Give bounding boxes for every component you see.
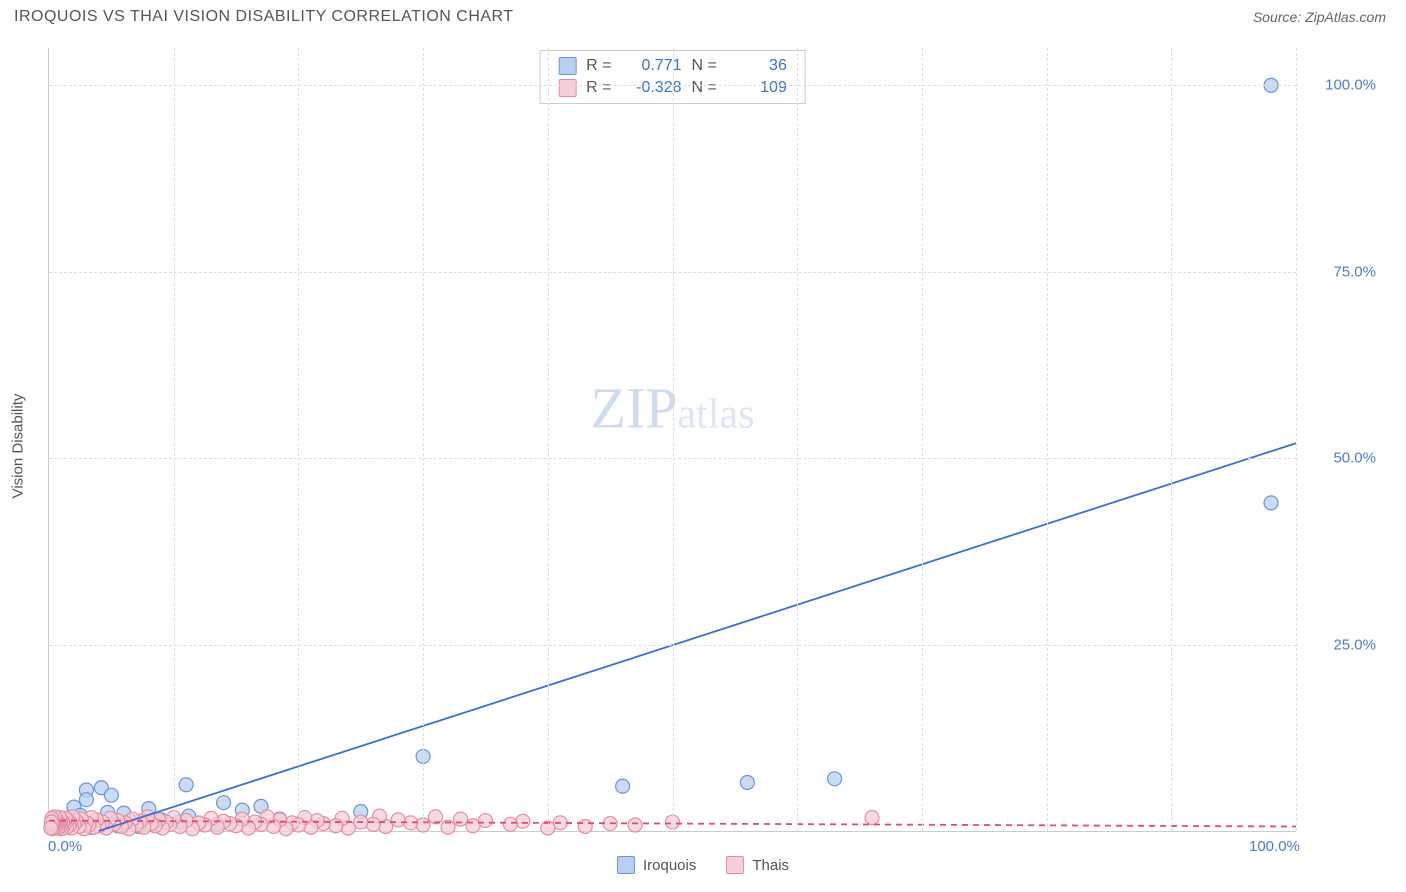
vgridline [1047,48,1048,831]
vgridline [1296,48,1297,831]
vgridline [174,48,175,831]
x-tick-label: 0.0% [48,838,82,855]
chart-container: ZIPatlas R = 0.771 N = 36 R = -0.328 N =… [48,48,1386,832]
n-label-0: N = [692,57,717,75]
y-tick-label: 100.0% [1325,77,1376,94]
source-prefix: Source: [1253,9,1305,25]
vgridline [673,48,674,831]
n-value-1: 109 [727,79,787,97]
vgridline [922,48,923,831]
n-label-1: N = [692,79,717,97]
r-label-0: R = [586,57,611,75]
legend-item-thais: Thais [726,856,789,874]
legend-label-thais: Thais [752,857,789,874]
source-name: ZipAtlas.com [1305,9,1386,25]
legend-swatch-thais [726,856,744,874]
x-tick-label: 100.0% [1249,838,1300,855]
vgridline [423,48,424,831]
y-tick-label: 25.0% [1333,636,1376,653]
vgridline [298,48,299,831]
plot-area: ZIPatlas R = 0.771 N = 36 R = -0.328 N =… [48,48,1296,832]
y-tick-label: 50.0% [1333,450,1376,467]
chart-header: IROQUOIS VS THAI VISION DISABILITY CORRE… [0,0,1406,30]
r-label-1: R = [586,79,611,97]
series-legend: Iroquois Thais [617,856,789,874]
legend-item-iroquois: Iroquois [617,856,696,874]
swatch-iroquois [558,57,576,75]
legend-label-iroquois: Iroquois [643,857,696,874]
vgridline [797,48,798,831]
chart-title: IROQUOIS VS THAI VISION DISABILITY CORRE… [14,8,514,26]
vgridline [1171,48,1172,831]
y-tick-label: 75.0% [1333,263,1376,280]
legend-swatch-iroquois [617,856,635,874]
swatch-thais [558,79,576,97]
n-value-0: 36 [727,57,787,75]
vgridline [548,48,549,831]
y-axis-title: Vision Disability [10,394,27,499]
source-attribution: Source: ZipAtlas.com [1253,9,1386,25]
